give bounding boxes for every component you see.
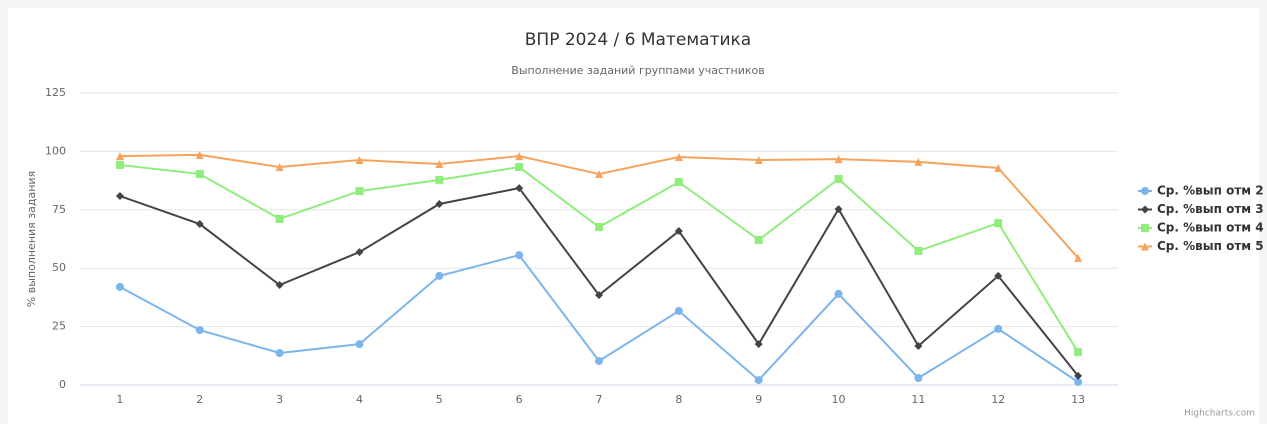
x-tick-label: 12	[991, 393, 1005, 406]
point	[355, 248, 364, 257]
point	[914, 341, 923, 350]
point	[435, 271, 444, 280]
chart-background	[8, 8, 1259, 424]
legend-marker	[1141, 187, 1149, 195]
x-tick-label: 13	[1071, 393, 1085, 406]
point	[834, 289, 843, 298]
point	[195, 170, 204, 179]
y-tick-label: 50	[52, 261, 66, 274]
chart-subtitle: Выполнение заданий группами участников	[511, 64, 764, 77]
y-tick-label: 125	[45, 86, 66, 99]
x-tick-label: 3	[276, 393, 283, 406]
x-tick-label: 8	[675, 393, 682, 406]
point	[994, 163, 1003, 172]
chart-title: ВПР 2024 / 6 Математика	[525, 30, 751, 50]
point	[355, 156, 364, 165]
point	[275, 348, 284, 357]
point	[994, 324, 1003, 333]
point	[1074, 371, 1083, 380]
point	[435, 160, 444, 169]
y-axis-title: % выполнения задания	[25, 171, 38, 307]
point	[674, 306, 683, 315]
legend-marker	[1141, 224, 1149, 232]
point	[754, 156, 763, 165]
credits: Highcharts.com	[1184, 409, 1255, 419]
point	[674, 153, 683, 162]
x-tick-label: 10	[832, 393, 846, 406]
legend-label: Ср. %вып отм 2	[1157, 184, 1264, 198]
point	[115, 282, 124, 291]
point	[914, 246, 923, 255]
point	[515, 251, 524, 260]
x-tick-label: 4	[356, 393, 363, 406]
legend-label: Ср. %вып отм 4	[1157, 221, 1264, 235]
y-tick-label: 75	[52, 203, 66, 216]
point	[914, 157, 923, 166]
point	[275, 163, 284, 172]
point	[115, 152, 124, 161]
point	[754, 340, 763, 349]
legend-label: Ср. %вып отм 5	[1157, 239, 1264, 253]
y-tick-label: 25	[52, 320, 66, 333]
x-tick-label: 6	[516, 393, 523, 406]
point	[754, 235, 763, 244]
point	[355, 340, 364, 349]
x-tick-label: 2	[196, 393, 203, 406]
point	[834, 205, 843, 214]
point	[1074, 377, 1083, 386]
point	[914, 373, 923, 382]
legend-marker	[1141, 242, 1149, 251]
point	[355, 187, 364, 196]
point	[595, 223, 603, 232]
point	[1074, 253, 1083, 262]
point	[595, 170, 603, 179]
x-tick-label: 9	[755, 393, 762, 406]
point	[595, 291, 603, 300]
point	[515, 184, 524, 193]
point	[515, 163, 524, 172]
y-tick-label: 0	[59, 378, 66, 391]
point	[195, 326, 204, 335]
point	[515, 152, 524, 161]
point	[195, 220, 204, 229]
x-tick-label: 1	[116, 393, 123, 406]
point	[195, 150, 204, 159]
point	[435, 199, 444, 208]
point	[754, 376, 763, 385]
point	[994, 219, 1003, 228]
point	[834, 174, 843, 183]
point	[275, 281, 284, 290]
point	[115, 160, 124, 169]
x-tick-label: 5	[436, 393, 443, 406]
point	[595, 356, 603, 365]
point	[435, 175, 444, 184]
point	[115, 192, 124, 201]
point	[834, 155, 843, 164]
y-tick-label: 100	[45, 144, 66, 157]
legend-marker	[1141, 205, 1149, 214]
point	[994, 271, 1003, 280]
legend-label: Ср. %вып отм 3	[1157, 202, 1264, 216]
point	[674, 178, 683, 187]
point	[1074, 348, 1083, 357]
point	[275, 214, 284, 223]
point	[674, 227, 683, 236]
x-tick-label: 11	[911, 393, 925, 406]
x-tick-label: 7	[596, 393, 603, 406]
